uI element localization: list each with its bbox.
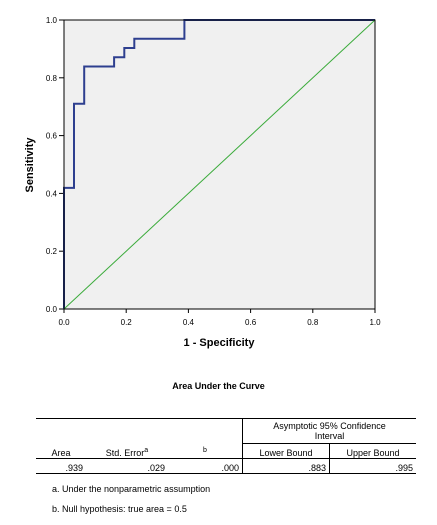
header-area: Area	[36, 443, 86, 459]
cell-std-error: .029	[86, 458, 168, 474]
table-title: Area Under the Curve	[172, 381, 265, 391]
footnote-b: b. Null hypothesis: true area = 0.5	[52, 504, 187, 514]
x-tick-label: 0.4	[183, 318, 195, 327]
x-tick-label: 0.8	[307, 318, 319, 327]
y-tick-label: 0.8	[46, 74, 58, 83]
header-lower-bound: Lower Bound	[242, 443, 330, 459]
header-std-error-label: Std. Error	[105, 448, 145, 458]
y-tick-label: 0.0	[46, 305, 58, 314]
header-sig-footnote-mark: b	[203, 447, 207, 454]
x-tick-label: 0.6	[245, 318, 257, 327]
cell-area: .939	[36, 458, 86, 474]
auc-table: Asymptotic 95% Confidence Interval Area …	[36, 418, 416, 474]
y-axis-label: Sensitivity	[24, 137, 36, 193]
x-tick-label: 0.0	[58, 318, 70, 327]
cell-sig: .000	[168, 458, 243, 474]
x-tick-label: 1.0	[369, 318, 381, 327]
footnote-a: a. Under the nonparametric assumption	[52, 484, 211, 494]
header-std-error: Std. Errora	[86, 443, 168, 459]
cell-lower-bound: .883	[242, 458, 330, 474]
roc-curve	[63, 19, 375, 309]
reference-line	[63, 19, 376, 310]
header-std-error-footnote-mark: a	[144, 447, 149, 454]
x-tick-label: 0.2	[121, 318, 133, 327]
x-axis-label: 1 - Specificity	[184, 337, 256, 349]
roc-chart: 0.0 0.2 0.4 0.6 0.8 1.0 0.0 0.2 0.4 0.6 0.8 1.0 1 -…	[24, 16, 381, 349]
ci-group-header: Asymptotic 95% Confidence Interval	[242, 418, 416, 444]
header-upper-bound: Upper Bound	[329, 443, 416, 459]
y-tick-label: 0.4	[46, 189, 58, 198]
y-tick-label: 0.6	[46, 132, 58, 141]
plot-frame	[63, 19, 376, 310]
header-sig: b	[168, 443, 243, 459]
cell-upper-bound: .995	[329, 458, 416, 474]
y-tick-label: 1.0	[46, 16, 58, 25]
y-tick-label: 0.2	[46, 247, 58, 256]
